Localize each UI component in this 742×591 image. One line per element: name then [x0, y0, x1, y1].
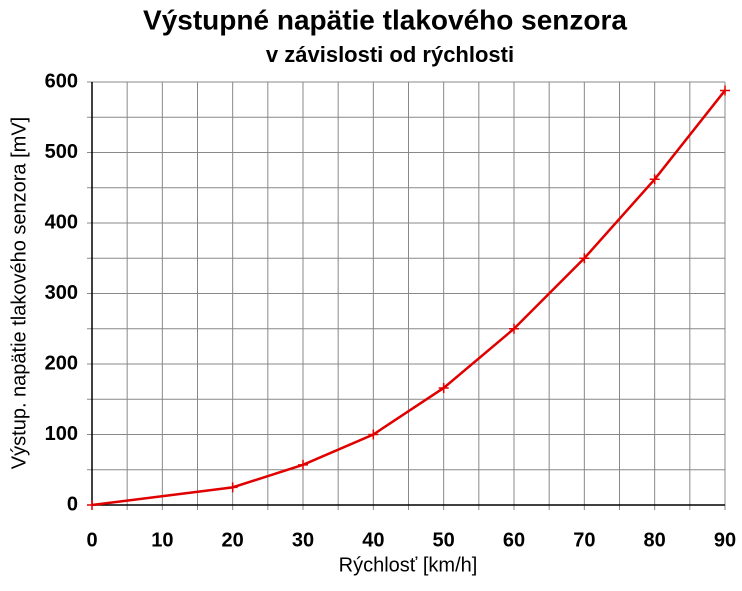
x-tick-label: 60 — [503, 529, 525, 551]
data-marker — [227, 482, 238, 493]
x-axis-label: Rýchlosť [km/h] — [339, 554, 478, 576]
y-tick-label: 600 — [45, 70, 78, 92]
y-tick-label: 300 — [45, 282, 78, 304]
data-marker — [298, 459, 308, 470]
x-tick-label: 10 — [151, 529, 173, 551]
data-marker — [509, 323, 519, 334]
x-tick-label: 20 — [222, 529, 244, 551]
chart-title: Výstupné napätie tlakového senzora — [143, 4, 627, 35]
y-tick-label: 0 — [67, 493, 78, 515]
x-tick-label: 0 — [86, 529, 97, 551]
data-marker — [87, 500, 97, 510]
y-tick-label: 100 — [45, 423, 78, 445]
data-marker — [579, 253, 590, 264]
data-marker — [368, 429, 379, 440]
x-tick-label: 30 — [292, 529, 314, 551]
x-tick-label: 40 — [362, 529, 384, 551]
data-marker — [720, 85, 730, 96]
x-tick-label: 80 — [644, 529, 666, 551]
x-tick-label: 70 — [573, 529, 595, 551]
data-marker — [649, 174, 660, 185]
y-tick-label: 200 — [45, 352, 78, 374]
x-tick-label: 90 — [714, 529, 736, 551]
data-marker — [438, 382, 449, 393]
y-tick-label: 400 — [45, 211, 78, 233]
y-tick-label: 500 — [45, 141, 78, 163]
y-axis-label: Výstup. napätie tlakového senzora [mV] — [8, 117, 30, 469]
chart-subtitle: v závislosti od rýchlosti — [266, 42, 514, 67]
x-tick-label: 50 — [433, 529, 455, 551]
